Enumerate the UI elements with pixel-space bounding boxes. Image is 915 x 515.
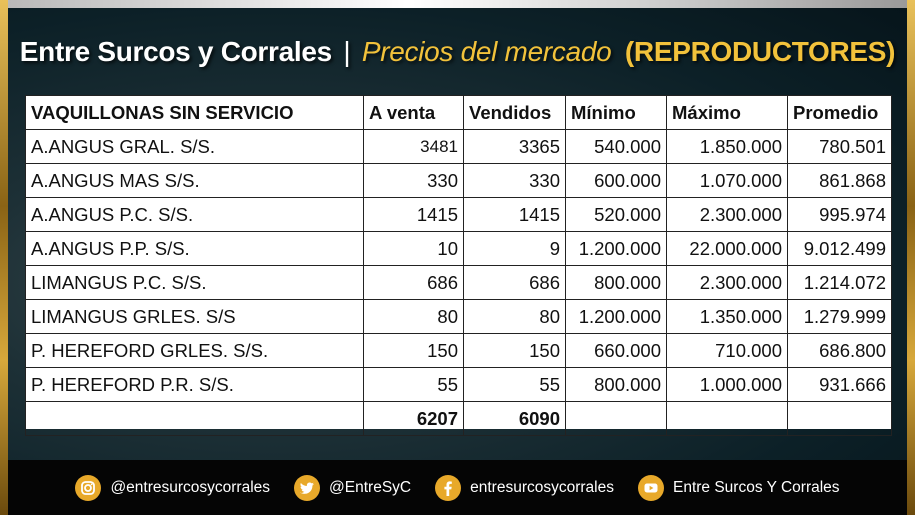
instagram-icon <box>75 474 102 501</box>
table-row: A.ANGUS GRAL. S/S. 3481 3365 540.000 1.8… <box>25 129 892 164</box>
row-name: A.ANGUS MAS S/S. <box>25 163 364 198</box>
social-footer: @entresurcosycorrales @EntreSyC entresur… <box>8 460 907 515</box>
table-row: LIMANGUS GRLES. S/S 80 80 1.200.000 1.35… <box>25 299 892 334</box>
row-minimo: 540.000 <box>565 129 667 164</box>
youtube-link[interactable]: Entre Surcos Y Corrales <box>637 474 840 501</box>
header-vendidos: Vendidos <box>463 95 566 130</box>
top-band <box>8 0 907 8</box>
header-category: VAQUILLONAS SIN SERVICIO <box>25 95 364 130</box>
row-promedio: 1.279.999 <box>787 299 892 334</box>
right-gold-border <box>907 0 915 515</box>
row-vendidos: 330 <box>463 163 566 198</box>
header-a-venta: A venta <box>363 95 464 130</box>
row-promedio: 861.868 <box>787 163 892 198</box>
row-promedio: 931.666 <box>787 367 892 402</box>
totals-empty-promedio <box>787 401 892 436</box>
row-a-venta: 80 <box>363 299 464 334</box>
row-name: A.ANGUS P.P. S/S. <box>25 231 364 266</box>
row-name: LIMANGUS P.C. S/S. <box>25 265 364 300</box>
total-vendidos: 6090 <box>463 401 566 436</box>
row-name: P. HEREFORD P.R. S/S. <box>25 367 364 402</box>
row-vendidos: 80 <box>463 299 566 334</box>
totals-empty-maximo <box>666 401 788 436</box>
instagram-link[interactable]: @entresurcosycorrales <box>75 474 271 501</box>
table-row: P. HEREFORD P.R. S/S. 55 55 800.000 1.00… <box>25 367 892 402</box>
header-maximo: Máximo <box>666 95 788 130</box>
table-header-row: VAQUILLONAS SIN SERVICIO A venta Vendido… <box>25 95 892 130</box>
row-name: A.ANGUS P.C. S/S. <box>25 197 364 232</box>
title-brand: Entre Surcos y Corrales <box>19 36 332 67</box>
row-vendidos: 3365 <box>463 129 566 164</box>
row-vendidos: 1415 <box>463 197 566 232</box>
youtube-icon <box>637 474 664 501</box>
row-maximo: 710.000 <box>666 333 788 368</box>
row-maximo: 2.300.000 <box>666 197 788 232</box>
facebook-link[interactable]: entresurcosycorrales <box>435 474 614 501</box>
row-maximo: 1.850.000 <box>666 129 788 164</box>
title-separator: | <box>343 36 351 67</box>
total-a-venta: 6207 <box>363 401 464 436</box>
row-promedio: 1.214.072 <box>787 265 892 300</box>
title-tag: (REPRODUCTORES) <box>624 36 896 67</box>
table-row: LIMANGUS P.C. S/S. 686 686 800.000 2.300… <box>25 265 892 300</box>
row-maximo: 1.070.000 <box>666 163 788 198</box>
totals-empty-minimo <box>565 401 667 436</box>
header-promedio: Promedio <box>787 95 892 130</box>
price-table: VAQUILLONAS SIN SERVICIO A venta Vendido… <box>25 95 892 436</box>
left-gold-border <box>0 0 8 515</box>
row-promedio: 995.974 <box>787 197 892 232</box>
row-maximo: 1.350.000 <box>666 299 788 334</box>
row-minimo: 800.000 <box>565 367 667 402</box>
table-row: A.ANGUS P.C. S/S. 1415 1415 520.000 2.30… <box>25 197 892 232</box>
row-name: P. HEREFORD GRLES. S/S. <box>25 333 364 368</box>
table-row: P. HEREFORD GRLES. S/S. 150 150 660.000 … <box>25 333 892 368</box>
row-maximo: 1.000.000 <box>666 367 788 402</box>
title-subtitle: Precios del mercado <box>361 36 612 67</box>
row-a-venta: 10 <box>363 231 464 266</box>
header-minimo: Mínimo <box>565 95 667 130</box>
row-promedio: 780.501 <box>787 129 892 164</box>
row-vendidos: 9 <box>463 231 566 266</box>
row-name: LIMANGUS GRLES. S/S <box>25 299 364 334</box>
row-promedio: 9.012.499 <box>787 231 892 266</box>
row-maximo: 22.000.000 <box>666 231 788 266</box>
row-a-venta: 150 <box>363 333 464 368</box>
instagram-handle: @entresurcosycorrales <box>110 478 271 496</box>
table-row: A.ANGUS MAS S/S. 330 330 600.000 1.070.0… <box>25 163 892 198</box>
row-a-venta: 686 <box>363 265 464 300</box>
row-a-venta: 1415 <box>363 197 464 232</box>
row-minimo: 660.000 <box>565 333 667 368</box>
row-minimo: 520.000 <box>565 197 667 232</box>
row-minimo: 1.200.000 <box>565 299 667 334</box>
row-minimo: 1.200.000 <box>565 231 667 266</box>
youtube-channel: Entre Surcos Y Corrales <box>672 478 840 496</box>
row-minimo: 800.000 <box>565 265 667 300</box>
price-table-container: VAQUILLONAS SIN SERVICIO A venta Vendido… <box>25 95 892 436</box>
row-a-venta: 55 <box>363 367 464 402</box>
row-vendidos: 686 <box>463 265 566 300</box>
row-minimo: 600.000 <box>565 163 667 198</box>
facebook-icon <box>435 474 462 501</box>
row-a-venta: 3481 <box>363 129 464 164</box>
twitter-handle: @EntreSyC <box>329 478 412 496</box>
row-vendidos: 55 <box>463 367 566 402</box>
row-name: A.ANGUS GRAL. S/S. <box>25 129 364 164</box>
twitter-icon <box>294 474 321 501</box>
totals-label-cell <box>25 401 364 436</box>
twitter-link[interactable]: @EntreSyC <box>294 474 412 501</box>
row-a-venta: 330 <box>363 163 464 198</box>
totals-row: 6207 6090 <box>25 401 892 436</box>
facebook-handle: entresurcosycorrales <box>470 478 614 496</box>
row-maximo: 2.300.000 <box>666 265 788 300</box>
row-promedio: 686.800 <box>787 333 892 368</box>
table-row: A.ANGUS P.P. S/S. 10 9 1.200.000 22.000.… <box>25 231 892 266</box>
page-title: Entre Surcos y Corrales | Precios del me… <box>0 36 915 68</box>
row-vendidos: 150 <box>463 333 566 368</box>
